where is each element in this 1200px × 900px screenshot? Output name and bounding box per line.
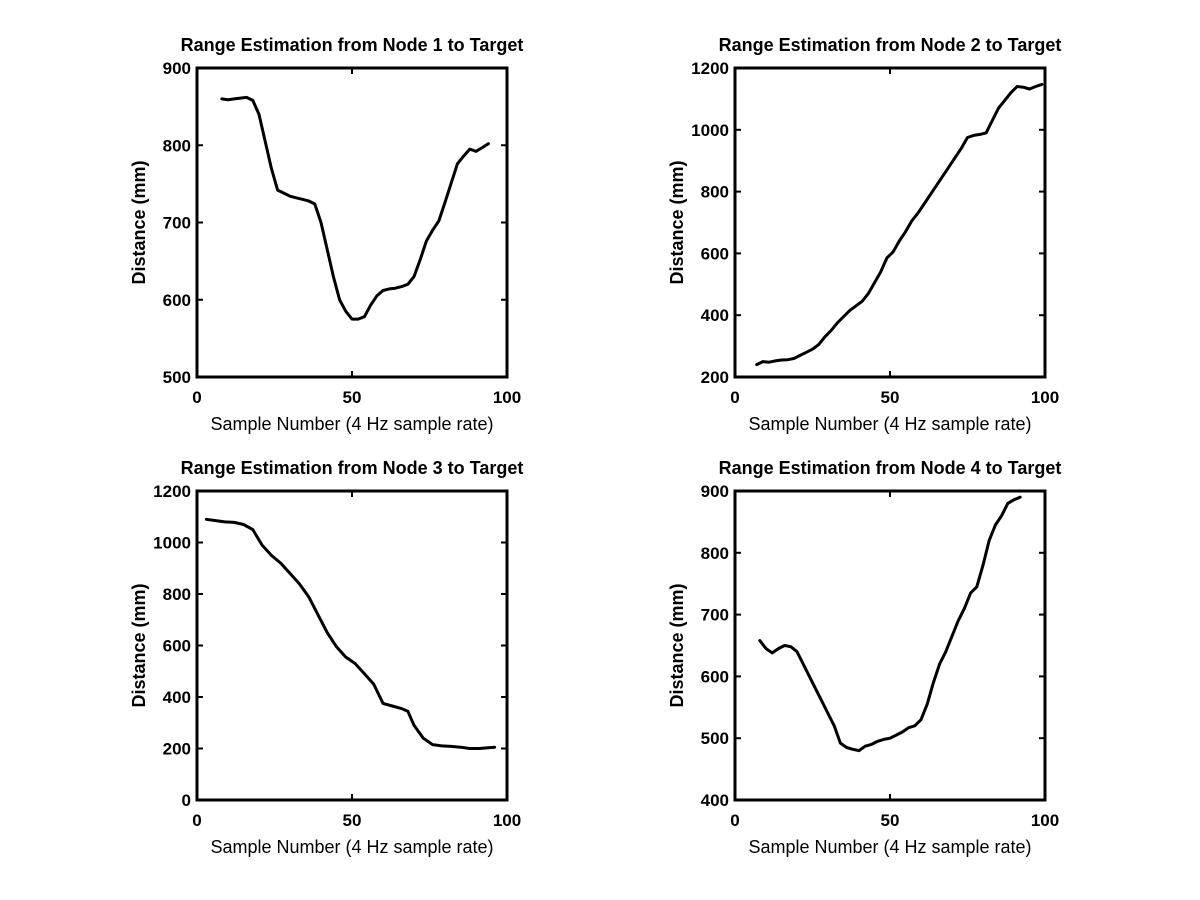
y-tick-label: 400	[701, 791, 729, 810]
chart-title: Range Estimation from Node 1 to Target	[181, 35, 524, 55]
plot-frame	[195, 66, 509, 379]
subplot-4: Range Estimation from Node 4 to Target Sa…	[667, 458, 1061, 857]
plot-frame	[733, 66, 1047, 379]
series-line-1	[204, 517, 497, 750]
chart-title: Range Estimation from Node 4 to Target	[719, 458, 1062, 478]
y-tick-label: 1000	[153, 534, 191, 553]
x-tick-label: 50	[343, 388, 362, 407]
y-tick-label: 800	[701, 544, 729, 563]
y-tick-label: 1000	[691, 121, 729, 140]
x-tick-label: 100	[1031, 388, 1059, 407]
y-tick-label: 1200	[691, 59, 729, 78]
y-axis-label: Distance (mm)	[129, 583, 149, 707]
x-axis-label: Sample Number (4 Hz sample rate)	[210, 414, 493, 434]
y-tick-label: 800	[163, 136, 191, 155]
x-tick-label: 100	[1031, 811, 1059, 830]
series-line-1	[755, 82, 1044, 367]
x-tick-label: 0	[730, 811, 739, 830]
chart-title: Range Estimation from Node 3 to Target	[181, 458, 524, 478]
y-tick-label: 200	[163, 740, 191, 759]
subplot-3: Range Estimation from Node 3 to Target Sa…	[129, 458, 523, 857]
plot-frame	[195, 489, 509, 802]
y-tick-label: 0	[182, 791, 191, 810]
y-tick-label: 600	[701, 244, 729, 263]
x-axis-label: Sample Number (4 Hz sample rate)	[748, 837, 1031, 857]
x-tick-label: 0	[192, 811, 201, 830]
y-tick-label: 900	[701, 482, 729, 501]
x-tick-label: 50	[343, 811, 362, 830]
x-axis-label: Sample Number (4 Hz sample rate)	[748, 414, 1031, 434]
y-tick-label: 500	[701, 729, 729, 748]
subplot-2: Range Estimation from Node 2 to Target Sa…	[667, 35, 1061, 434]
y-axis-label: Distance (mm)	[667, 160, 687, 284]
y-tick-label: 600	[163, 637, 191, 656]
y-tick-label: 200	[701, 368, 729, 387]
x-tick-label: 100	[493, 811, 521, 830]
y-tick-label: 600	[163, 291, 191, 310]
y-tick-label: 700	[163, 214, 191, 233]
series-line-1	[220, 95, 490, 321]
y-axis-label: Distance (mm)	[129, 160, 149, 284]
x-tick-label: 0	[192, 388, 201, 407]
y-axis-label: Distance (mm)	[667, 583, 687, 707]
x-tick-label: 100	[493, 388, 521, 407]
x-tick-label: 50	[881, 388, 900, 407]
y-tick-label: 800	[163, 585, 191, 604]
y-tick-label: 900	[163, 59, 191, 78]
y-tick-label: 400	[163, 688, 191, 707]
series-line-1	[758, 495, 1022, 753]
y-tick-label: 600	[701, 667, 729, 686]
y-tick-label: 700	[701, 606, 729, 625]
x-tick-label: 50	[881, 811, 900, 830]
y-tick-label: 500	[163, 368, 191, 387]
x-axis-label: Sample Number (4 Hz sample rate)	[210, 837, 493, 857]
y-tick-label: 400	[701, 306, 729, 325]
y-tick-label: 1200	[153, 482, 191, 501]
x-tick-label: 0	[730, 388, 739, 407]
chart-title: Range Estimation from Node 2 to Target	[719, 35, 1062, 55]
y-tick-label: 800	[701, 183, 729, 202]
subplot-1: Range Estimation from Node 1 to Target Sa…	[129, 35, 523, 434]
